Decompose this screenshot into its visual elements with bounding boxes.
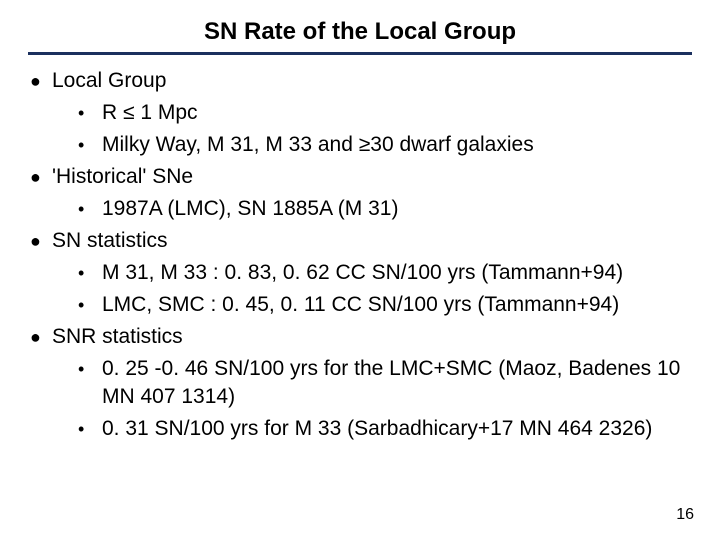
outline-item: ● SNR statistics bbox=[30, 323, 692, 351]
outline-heading: Local Group bbox=[52, 67, 166, 95]
sub-list: • R ≤ 1 Mpc • Milky Way, M 31, M 33 and … bbox=[30, 99, 692, 159]
sub-item: • 0. 25 -0. 46 SN/100 yrs for the LMC+SM… bbox=[78, 355, 692, 411]
sub-item: • R ≤ 1 Mpc bbox=[78, 99, 692, 127]
sub-item-text: 0. 25 -0. 46 SN/100 yrs for the LMC+SMC … bbox=[102, 355, 692, 411]
sub-item: • Milky Way, M 31, M 33 and ≥30 dwarf ga… bbox=[78, 131, 692, 159]
slide-title: SN Rate of the Local Group bbox=[28, 18, 692, 55]
sub-list: • 0. 25 -0. 46 SN/100 yrs for the LMC+SM… bbox=[30, 355, 692, 443]
dot-bullet-icon: • bbox=[78, 99, 102, 127]
outline-heading: 'Historical' SNe bbox=[52, 163, 193, 191]
outline-item: ● SN statistics bbox=[30, 227, 692, 255]
outline-item: ● 'Historical' SNe bbox=[30, 163, 692, 191]
dot-bullet-icon: • bbox=[78, 259, 102, 287]
disc-bullet-icon: ● bbox=[30, 67, 52, 95]
sub-item-text: Milky Way, M 31, M 33 and ≥30 dwarf gala… bbox=[102, 131, 534, 159]
page-number: 16 bbox=[676, 506, 694, 524]
sub-item-text: M 31, M 33 : 0. 83, 0. 62 CC SN/100 yrs … bbox=[102, 259, 623, 287]
dot-bullet-icon: • bbox=[78, 355, 102, 383]
disc-bullet-icon: ● bbox=[30, 163, 52, 191]
sub-item-text: LMC, SMC : 0. 45, 0. 11 CC SN/100 yrs (T… bbox=[102, 291, 619, 319]
sub-item: • 0. 31 SN/100 yrs for M 33 (Sarbadhicar… bbox=[78, 415, 692, 443]
dot-bullet-icon: • bbox=[78, 195, 102, 223]
sub-item: • LMC, SMC : 0. 45, 0. 11 CC SN/100 yrs … bbox=[78, 291, 692, 319]
sub-list: • M 31, M 33 : 0. 83, 0. 62 CC SN/100 yr… bbox=[30, 259, 692, 319]
sub-list: • 1987A (LMC), SN 1885A (M 31) bbox=[30, 195, 692, 223]
outline-heading: SN statistics bbox=[52, 227, 168, 255]
disc-bullet-icon: ● bbox=[30, 323, 52, 351]
sub-item: • 1987A (LMC), SN 1885A (M 31) bbox=[78, 195, 692, 223]
disc-bullet-icon: ● bbox=[30, 227, 52, 255]
sub-item: • M 31, M 33 : 0. 83, 0. 62 CC SN/100 yr… bbox=[78, 259, 692, 287]
outline-heading: SNR statistics bbox=[52, 323, 183, 351]
sub-item-text: 1987A (LMC), SN 1885A (M 31) bbox=[102, 195, 398, 223]
dot-bullet-icon: • bbox=[78, 131, 102, 159]
dot-bullet-icon: • bbox=[78, 415, 102, 443]
dot-bullet-icon: • bbox=[78, 291, 102, 319]
outline-list: ● Local Group • R ≤ 1 Mpc • Milky Way, M… bbox=[28, 67, 692, 443]
outline-item: ● Local Group bbox=[30, 67, 692, 95]
sub-item-text: 0. 31 SN/100 yrs for M 33 (Sarbadhicary+… bbox=[102, 415, 652, 443]
sub-item-text: R ≤ 1 Mpc bbox=[102, 99, 198, 127]
